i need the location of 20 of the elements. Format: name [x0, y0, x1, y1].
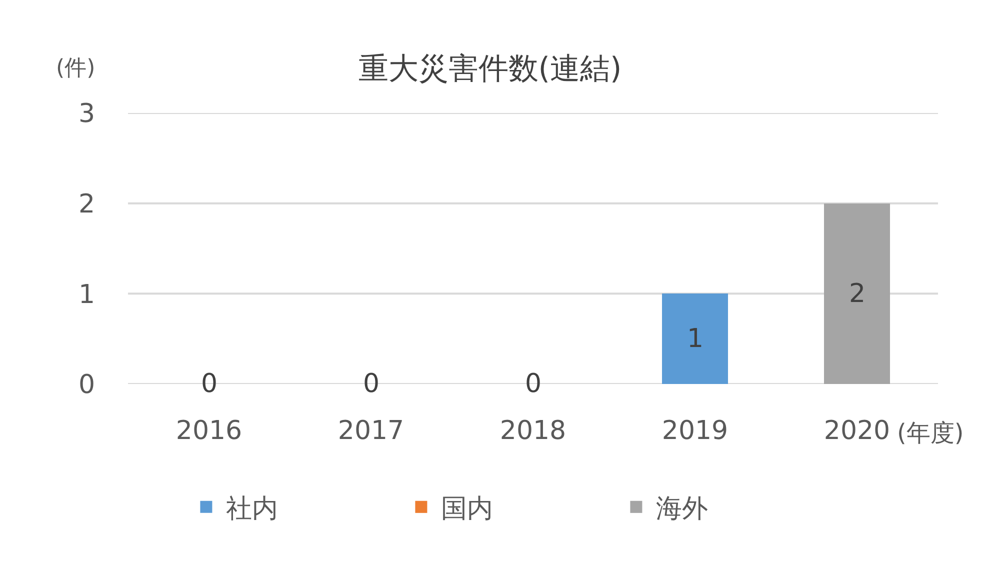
- data-label: 0: [201, 369, 218, 399]
- x-tick-label: 2020: [824, 416, 890, 446]
- data-label: 1: [687, 324, 704, 354]
- data-label: 0: [363, 369, 380, 399]
- x-axis-title: (年度): [897, 419, 964, 447]
- y-tick-label: 3: [78, 99, 95, 130]
- data-label: 0: [525, 369, 542, 399]
- y-tick-label: 0: [78, 370, 95, 400]
- data-label: 2: [849, 279, 866, 309]
- legend-label: 国内: [441, 494, 494, 524]
- x-tick-label: 2016: [176, 416, 242, 446]
- x-tick-label: 2017: [338, 416, 404, 446]
- x-tick-label: 2019: [662, 416, 728, 446]
- legend-label: 海外: [656, 494, 708, 524]
- y-tick-label: 1: [78, 280, 95, 310]
- y-tick-label: 2: [78, 189, 95, 220]
- legend-label: 社内: [226, 494, 278, 524]
- y-axis-title: (件): [56, 56, 96, 81]
- x-tick-label: 2018: [500, 416, 566, 446]
- chart-title: 重大災害件数(連結): [358, 52, 622, 86]
